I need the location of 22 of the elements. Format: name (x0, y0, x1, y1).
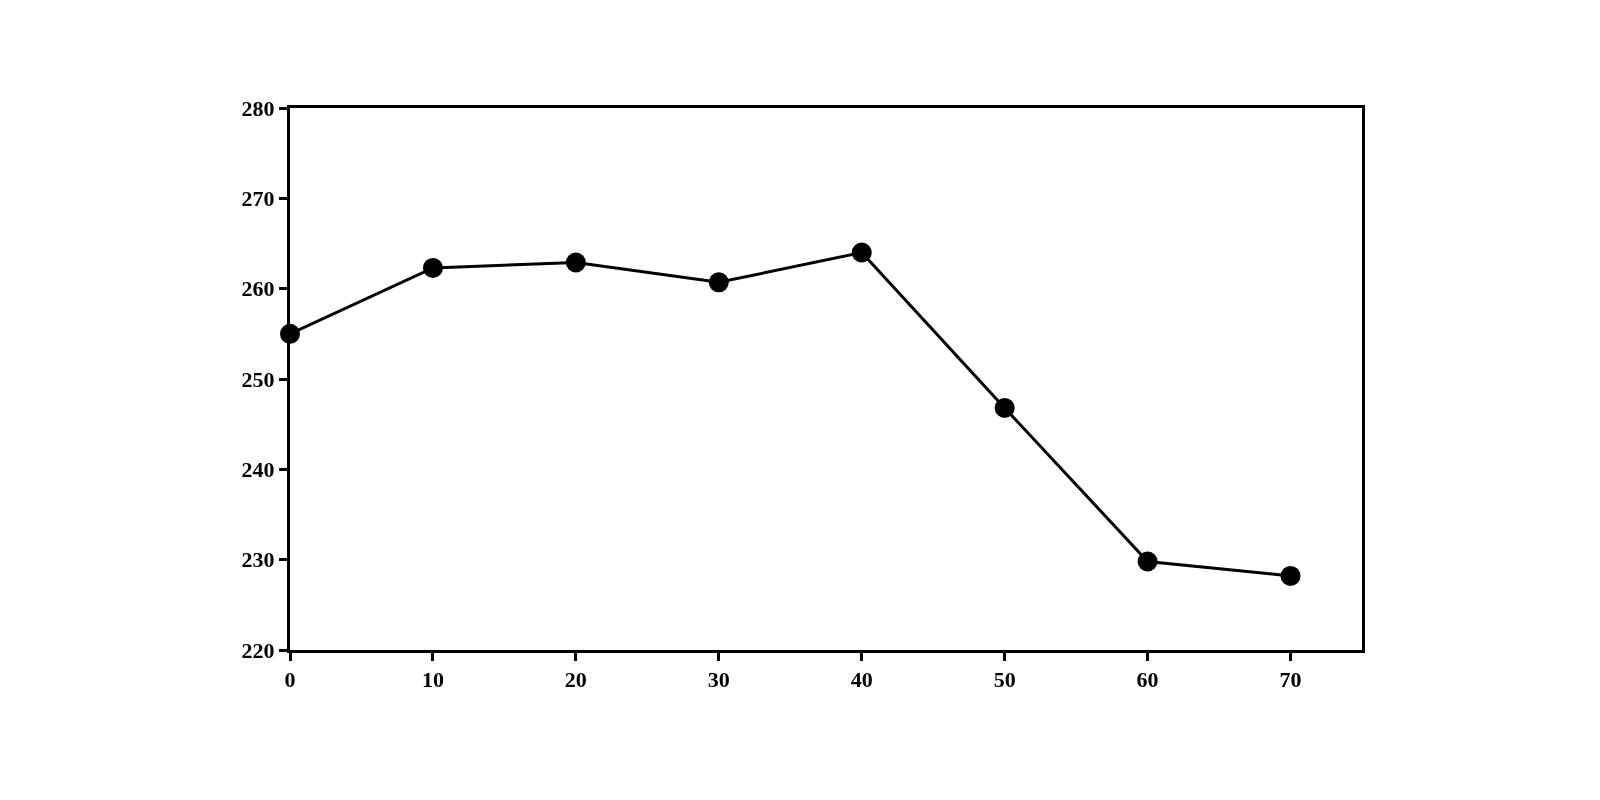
y-tick-label: 270 (241, 186, 275, 212)
x-tick-label: 40 (850, 667, 873, 693)
x-tick-label: 0 (284, 667, 296, 693)
point (851, 242, 872, 263)
y-tick-label: 250 (241, 366, 275, 392)
point (565, 252, 586, 273)
y-tick-label: 280 (241, 95, 275, 121)
x-tick-label: 70 (1279, 667, 1302, 693)
point (994, 397, 1015, 418)
point (708, 272, 729, 293)
x-tick-label: 20 (564, 667, 587, 693)
y-tick-label: 230 (241, 547, 275, 573)
point (1137, 551, 1158, 572)
y-tick-label: 220 (241, 637, 275, 663)
x-tick-label: 50 (993, 667, 1016, 693)
point (1280, 565, 1301, 586)
x-tick-label: 30 (707, 667, 730, 693)
x-tick-label: 10 (421, 667, 444, 693)
y-tick-label: 260 (241, 276, 275, 302)
x-tick-label: 60 (1136, 667, 1159, 693)
point (422, 257, 443, 278)
y-tick-label: 240 (241, 457, 275, 483)
